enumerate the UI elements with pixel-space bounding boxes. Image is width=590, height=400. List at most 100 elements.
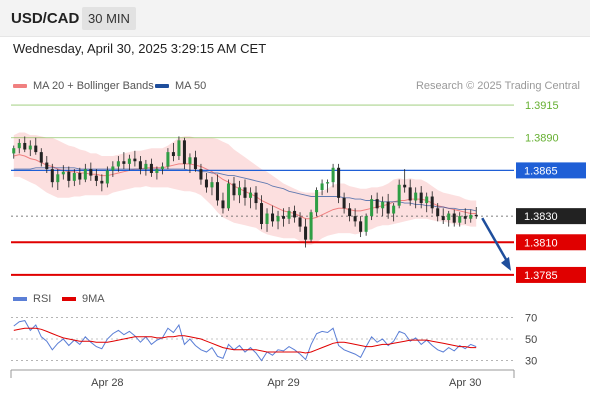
candle — [326, 179, 330, 193]
candle-body — [298, 217, 302, 227]
candle-body — [386, 201, 390, 214]
candle-body — [315, 190, 319, 213]
candle — [271, 205, 275, 227]
candle — [243, 179, 247, 206]
candle-body — [111, 166, 115, 171]
candle-body — [17, 142, 21, 149]
level-tag-1.3865 — [516, 162, 586, 179]
candle-body — [353, 216, 357, 222]
candle-body — [166, 152, 170, 167]
candle-body — [265, 213, 269, 224]
candle-body — [408, 187, 412, 201]
candle — [45, 156, 49, 174]
candle — [122, 152, 126, 170]
candle-body — [463, 216, 467, 219]
candle — [331, 163, 335, 188]
candle-body — [425, 196, 429, 204]
level-tag-1.3785 — [516, 266, 586, 283]
candle — [188, 153, 192, 174]
bollinger-swatch — [13, 84, 27, 89]
ma9-label: 9MA — [82, 293, 105, 305]
candle — [50, 163, 54, 188]
candle — [447, 210, 451, 227]
candle — [182, 137, 186, 170]
candle-body — [293, 210, 297, 218]
candle-body — [309, 212, 313, 240]
candle — [375, 192, 379, 214]
level-tag-1.3810 — [516, 234, 586, 251]
candle-body — [138, 161, 142, 170]
candle — [127, 154, 131, 171]
candle-body — [326, 182, 330, 184]
rsi-label: RSI — [33, 293, 52, 305]
x-tick-label: Apr 28 — [91, 377, 123, 389]
candle-body — [348, 208, 352, 217]
candle-body — [414, 192, 418, 201]
credit-text: Research © 2025 Trading Central — [415, 80, 580, 92]
candle — [72, 169, 76, 187]
candle-body — [474, 214, 478, 217]
candle-body — [320, 183, 324, 190]
candle-body — [127, 158, 131, 164]
candle-body — [50, 169, 54, 183]
candle-body — [304, 226, 308, 240]
candle — [282, 208, 286, 227]
candle-body — [260, 203, 264, 224]
candle — [381, 196, 385, 217]
candle-body — [469, 214, 473, 219]
timeframe-button[interactable]: 30 MIN — [82, 7, 136, 30]
candle-body — [149, 163, 153, 174]
rsi-tick-30: 30 — [525, 356, 537, 368]
level-label-1.3890: 1.3890 — [525, 133, 559, 145]
candle-body — [83, 169, 87, 180]
symbol-title: USD/CAD — [11, 10, 80, 27]
candle — [430, 191, 434, 214]
candle — [370, 195, 374, 221]
candle-body — [23, 142, 27, 150]
candle-body — [171, 152, 175, 157]
candle — [359, 216, 363, 238]
candle-body — [160, 166, 164, 170]
candle — [111, 161, 115, 177]
candle-body — [403, 184, 407, 188]
candle — [155, 166, 159, 180]
candle-body — [188, 157, 192, 164]
candle — [237, 180, 242, 204]
candle-body — [122, 161, 126, 164]
candle-body — [254, 192, 258, 204]
candle-body — [78, 173, 82, 180]
candle-body — [182, 140, 186, 164]
candle-body — [447, 213, 451, 221]
candle-body — [397, 184, 401, 206]
candle — [149, 158, 153, 177]
rsi-series-9ma — [13, 327, 477, 354]
candle-body — [436, 208, 440, 217]
candle-body — [116, 161, 120, 167]
level-label-1.3830: 1.3830 — [524, 211, 558, 223]
candle — [89, 162, 93, 181]
candle-body — [12, 148, 16, 154]
candle — [171, 142, 175, 162]
legend-ma50: MA 50 — [155, 80, 206, 92]
candle-body — [237, 187, 242, 196]
candle — [210, 176, 214, 196]
candle-body — [342, 197, 346, 209]
candle — [226, 179, 230, 211]
candle-body — [72, 173, 76, 181]
x-tick-label: Apr 30 — [449, 377, 481, 389]
candle — [67, 166, 71, 188]
chart-datetime: Wednesday, April 30, 2025 3:29:15 AM CET — [13, 41, 267, 56]
candle — [56, 169, 60, 190]
candle — [287, 206, 291, 224]
forecast-arrowhead — [501, 256, 511, 271]
candle — [265, 208, 269, 232]
candle-body — [452, 213, 456, 223]
candle-body — [28, 145, 32, 150]
candle — [116, 156, 120, 172]
candle-body — [226, 183, 230, 209]
level-label-1.3785: 1.3785 — [524, 270, 558, 282]
candle — [320, 179, 324, 196]
candle — [17, 139, 21, 154]
candle-body — [364, 216, 368, 232]
